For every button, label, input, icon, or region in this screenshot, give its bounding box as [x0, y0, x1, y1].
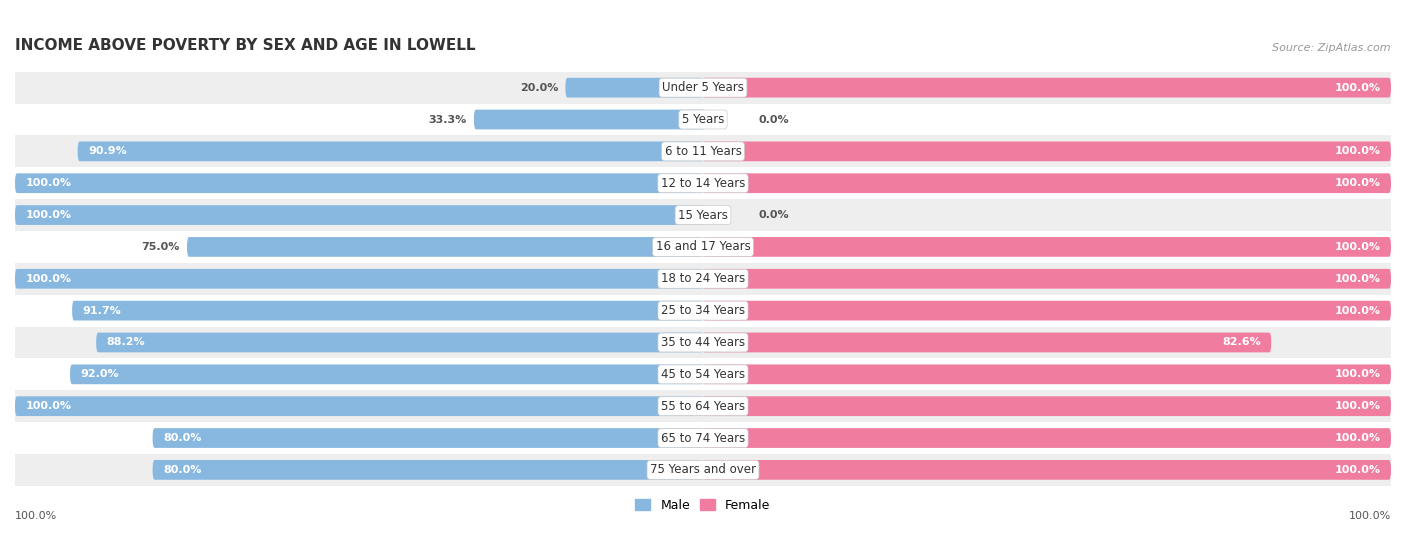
Text: 100.0%: 100.0% — [25, 401, 72, 411]
Text: 75.0%: 75.0% — [142, 242, 180, 252]
FancyBboxPatch shape — [72, 301, 703, 320]
FancyBboxPatch shape — [187, 237, 703, 257]
Bar — [15, 72, 1391, 103]
Text: 20.0%: 20.0% — [520, 83, 558, 93]
Text: 100.0%: 100.0% — [1334, 369, 1381, 380]
Bar — [15, 135, 1391, 167]
Text: Source: ZipAtlas.com: Source: ZipAtlas.com — [1272, 43, 1391, 53]
FancyBboxPatch shape — [703, 301, 1391, 320]
FancyBboxPatch shape — [703, 173, 1391, 193]
Text: 80.0%: 80.0% — [163, 433, 201, 443]
Text: 88.2%: 88.2% — [107, 338, 145, 348]
Bar — [15, 422, 1391, 454]
Text: 100.0%: 100.0% — [1334, 178, 1381, 188]
Bar — [15, 295, 1391, 326]
FancyBboxPatch shape — [703, 428, 1391, 448]
Text: 100.0%: 100.0% — [25, 210, 72, 220]
Bar — [15, 358, 1391, 390]
FancyBboxPatch shape — [702, 110, 704, 129]
FancyBboxPatch shape — [15, 269, 703, 288]
FancyBboxPatch shape — [474, 110, 703, 129]
FancyBboxPatch shape — [153, 460, 703, 480]
Text: 15 Years: 15 Years — [678, 209, 728, 221]
FancyBboxPatch shape — [15, 205, 703, 225]
Text: 65 to 74 Years: 65 to 74 Years — [661, 432, 745, 444]
Text: 0.0%: 0.0% — [758, 115, 789, 125]
Text: 100.0%: 100.0% — [1334, 401, 1381, 411]
Text: 55 to 64 Years: 55 to 64 Years — [661, 400, 745, 413]
Text: 33.3%: 33.3% — [429, 115, 467, 125]
Text: INCOME ABOVE POVERTY BY SEX AND AGE IN LOWELL: INCOME ABOVE POVERTY BY SEX AND AGE IN L… — [15, 38, 475, 53]
FancyBboxPatch shape — [703, 269, 1391, 288]
Text: 45 to 54 Years: 45 to 54 Years — [661, 368, 745, 381]
Text: 100.0%: 100.0% — [1334, 433, 1381, 443]
Bar — [15, 167, 1391, 199]
Text: 100.0%: 100.0% — [15, 511, 58, 520]
Legend: Male, Female: Male, Female — [630, 494, 776, 517]
Text: 100.0%: 100.0% — [25, 178, 72, 188]
FancyBboxPatch shape — [153, 428, 703, 448]
Bar — [15, 103, 1391, 135]
Text: 100.0%: 100.0% — [1334, 306, 1381, 316]
FancyBboxPatch shape — [77, 141, 703, 161]
Text: 100.0%: 100.0% — [25, 274, 72, 284]
Text: 12 to 14 Years: 12 to 14 Years — [661, 177, 745, 190]
Text: 92.0%: 92.0% — [80, 369, 120, 380]
Text: 100.0%: 100.0% — [1334, 146, 1381, 157]
Text: 0.0%: 0.0% — [758, 210, 789, 220]
Text: 100.0%: 100.0% — [1334, 465, 1381, 475]
Text: 82.6%: 82.6% — [1222, 338, 1261, 348]
Bar — [15, 231, 1391, 263]
FancyBboxPatch shape — [703, 141, 1391, 161]
Bar — [15, 199, 1391, 231]
Text: 91.7%: 91.7% — [83, 306, 121, 316]
Text: 100.0%: 100.0% — [1348, 511, 1391, 520]
FancyBboxPatch shape — [703, 396, 1391, 416]
Bar — [15, 454, 1391, 486]
Text: 6 to 11 Years: 6 to 11 Years — [665, 145, 741, 158]
FancyBboxPatch shape — [703, 460, 1391, 480]
Bar — [15, 326, 1391, 358]
FancyBboxPatch shape — [703, 333, 1271, 352]
FancyBboxPatch shape — [15, 396, 703, 416]
Text: 16 and 17 Years: 16 and 17 Years — [655, 240, 751, 253]
Text: 80.0%: 80.0% — [163, 465, 201, 475]
FancyBboxPatch shape — [565, 78, 703, 97]
Bar — [15, 390, 1391, 422]
Text: 100.0%: 100.0% — [1334, 242, 1381, 252]
Text: 100.0%: 100.0% — [1334, 83, 1381, 93]
Bar — [15, 263, 1391, 295]
FancyBboxPatch shape — [702, 205, 704, 225]
FancyBboxPatch shape — [703, 78, 1391, 97]
Text: 100.0%: 100.0% — [1334, 274, 1381, 284]
Text: 5 Years: 5 Years — [682, 113, 724, 126]
Text: 75 Years and over: 75 Years and over — [650, 463, 756, 476]
Text: 25 to 34 Years: 25 to 34 Years — [661, 304, 745, 317]
Text: Under 5 Years: Under 5 Years — [662, 81, 744, 94]
FancyBboxPatch shape — [703, 364, 1391, 384]
Text: 90.9%: 90.9% — [89, 146, 127, 157]
FancyBboxPatch shape — [703, 237, 1391, 257]
FancyBboxPatch shape — [15, 173, 703, 193]
FancyBboxPatch shape — [96, 333, 703, 352]
Text: 18 to 24 Years: 18 to 24 Years — [661, 272, 745, 285]
FancyBboxPatch shape — [70, 364, 703, 384]
Text: 35 to 44 Years: 35 to 44 Years — [661, 336, 745, 349]
